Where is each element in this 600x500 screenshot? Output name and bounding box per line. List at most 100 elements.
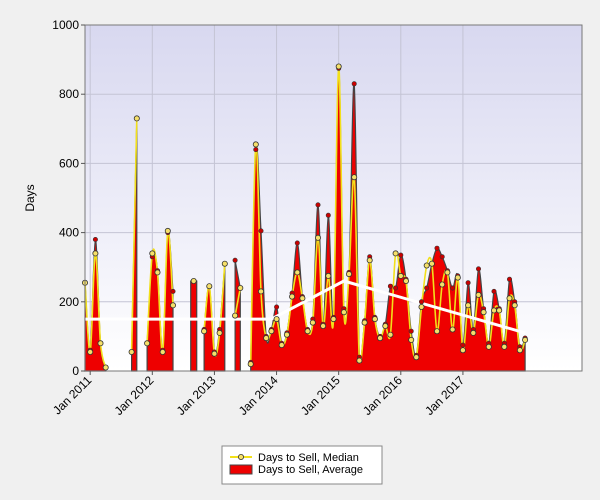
median-point [190,277,197,284]
median-point [397,272,404,279]
median-point [92,250,99,257]
median-point [470,329,477,336]
average-point [92,237,98,243]
median-point [371,316,378,323]
median-point [201,328,208,335]
average-point [434,245,440,251]
median-point [169,302,176,309]
median-point [496,307,503,314]
median-point [361,319,368,326]
average-point [325,212,331,218]
median-point [480,309,487,316]
median-point [433,328,440,335]
x-tick-label: Jan 2013 [174,373,219,418]
median-point [149,250,156,257]
median-point [423,262,430,269]
median-point [475,291,482,298]
median-point [247,361,254,368]
average-point [387,283,393,289]
median-point [252,141,259,148]
median-point [314,234,321,241]
median-point [102,364,109,371]
y-tick-label: 800 [59,87,79,101]
average-point [475,266,481,272]
average-point [393,285,399,291]
median-point [366,257,373,264]
average-point [398,252,404,258]
median-point [428,260,435,267]
median-point [516,347,523,354]
median-point [154,269,161,276]
average-area-segment [190,280,198,372]
median-point [418,303,425,310]
median-point [159,348,166,355]
x-tick-label: Jan 2016 [360,373,405,418]
x-axis-ticks: Jan 2011 Jan 2012 Jan 2013 Jan 2014 Jan 2015… [50,371,467,418]
legend-median-marker [237,453,244,460]
median-point [263,335,270,342]
median-line-segment [130,118,138,353]
median-point [340,309,347,316]
x-tick-label: Jan 2014 [236,373,281,418]
average-point [253,147,259,153]
median-point [387,331,394,338]
median-point [377,335,384,342]
median-point [216,329,223,336]
legend-average-swatch [229,464,253,475]
median-point [454,274,461,281]
median-point [268,328,275,335]
average-point [465,280,471,286]
average-point [491,288,497,294]
median-point [490,307,497,314]
y-tick-label: 0 [72,364,79,378]
y-tick-label: 400 [59,226,79,240]
median-point [408,336,415,343]
y-axis-ticks: 0 200 400 600 800 1000 [52,18,85,378]
y-tick-label: 200 [59,295,79,309]
median-point [294,269,301,276]
legend-label-median: Days to Sell, Median [258,452,359,464]
median-point [304,328,311,335]
x-tick-label: Jan 2012 [112,373,157,418]
median-point [237,284,244,291]
median-point [257,288,264,295]
legend-label-average: Days to Sell, Average [258,464,363,476]
average-point [274,304,280,310]
average-point [258,228,264,234]
median-point [221,260,228,267]
median-point [392,250,399,257]
median-point [299,295,306,302]
legend-item-median: Days to Sell, Median [230,452,359,464]
median-point [325,272,332,279]
median-point [97,340,104,347]
median-point [164,227,171,234]
median-point [465,302,472,309]
average-point [460,342,466,348]
median-point [439,281,446,288]
x-tick-label: Jan 2017 [422,373,467,418]
median-point [506,295,513,302]
average-point [418,299,424,305]
median-point [351,174,358,181]
median-point [278,342,285,349]
average-point [506,276,512,282]
data-markers [82,63,529,371]
median-point [273,316,280,323]
y-tick-label: 1000 [52,18,79,32]
trend-line-path [85,279,526,335]
median-point [413,354,420,361]
median-point [232,312,239,319]
average-point [408,328,414,334]
average-point [294,240,300,246]
median-point [459,347,466,354]
median-point [345,271,352,278]
legend: Days to Sell, Median Days to Sell, Avera… [221,445,383,485]
median-point [356,357,363,364]
average-point [351,81,357,87]
average-point [450,285,456,291]
median-point [501,343,508,350]
average-point [439,254,445,260]
median-point [211,350,218,357]
median-point [449,326,456,333]
median-point [309,319,316,326]
